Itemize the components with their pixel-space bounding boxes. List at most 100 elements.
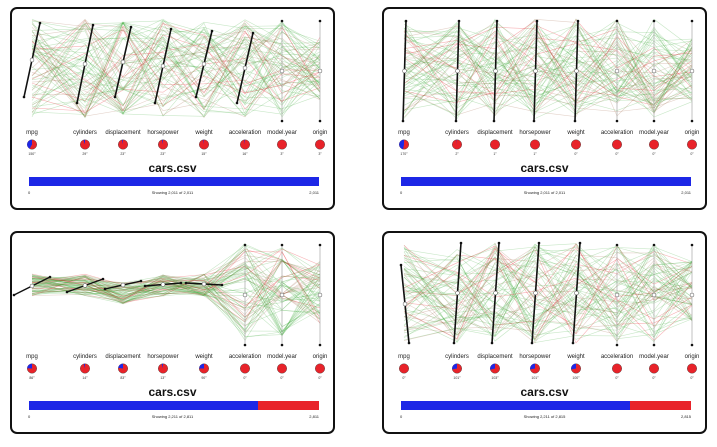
axis-endpoint[interactable] [615, 119, 619, 123]
axis-endpoint[interactable] [652, 19, 656, 23]
parallel-coordinates-plot[interactable] [12, 9, 333, 131]
axis-endpoint[interactable] [490, 341, 494, 345]
pie-model.year[interactable] [277, 363, 288, 374]
axis-endpoint[interactable] [194, 95, 198, 99]
pie-acceleration[interactable] [612, 139, 623, 150]
axis-handle[interactable] [160, 63, 166, 69]
axis-endpoint[interactable] [318, 243, 322, 247]
pie-displacement[interactable] [490, 139, 501, 150]
axis-endpoint[interactable] [280, 243, 284, 247]
axis-endpoint[interactable] [210, 29, 214, 33]
pie-horsepower[interactable] [158, 363, 169, 374]
pie-origin[interactable] [687, 139, 698, 150]
parallel-coordinates-plot[interactable] [12, 233, 333, 355]
axis-handle[interactable] [614, 68, 620, 74]
axis-endpoint[interactable] [576, 19, 580, 23]
axis-endpoint[interactable] [101, 277, 105, 281]
axis-endpoint[interactable] [169, 27, 173, 31]
axis-endpoint[interactable] [243, 343, 247, 347]
axis-handle[interactable] [120, 59, 126, 65]
axis-endpoint[interactable] [22, 95, 26, 99]
pie-horsepower[interactable] [530, 363, 541, 374]
axis-endpoint[interactable] [280, 119, 284, 123]
pie-mpg[interactable] [27, 139, 38, 150]
axis-handle[interactable] [574, 290, 579, 296]
axis-endpoint[interactable] [532, 119, 536, 123]
pie-displacement[interactable] [118, 139, 129, 150]
axis-endpoint[interactable] [690, 119, 694, 123]
axis-endpoint[interactable] [578, 241, 582, 245]
pie-cylinders[interactable] [80, 139, 91, 150]
axis-endpoint[interactable] [452, 341, 456, 345]
axis-endpoint[interactable] [404, 19, 408, 23]
axis-handle[interactable] [455, 68, 460, 74]
axis-endpoint[interactable] [407, 341, 411, 345]
pie-mpg[interactable] [399, 363, 410, 374]
axis-endpoint[interactable] [615, 243, 619, 247]
axis-endpoint[interactable] [139, 279, 143, 283]
axis-handle[interactable] [29, 283, 35, 289]
axis-endpoint[interactable] [492, 119, 496, 123]
axis-endpoint[interactable] [690, 343, 694, 347]
pie-displacement[interactable] [118, 363, 129, 374]
pie-acceleration[interactable] [240, 363, 251, 374]
axis-endpoint[interactable] [179, 281, 183, 285]
axis-endpoint[interactable] [690, 19, 694, 23]
axis-endpoint[interactable] [571, 341, 575, 345]
axis-endpoint[interactable] [318, 343, 322, 347]
axis-endpoint[interactable] [652, 243, 656, 247]
axis-handle[interactable] [82, 61, 88, 67]
pie-horsepower[interactable] [530, 139, 541, 150]
axis-handle[interactable] [317, 68, 323, 74]
axis-handle[interactable] [201, 61, 207, 67]
axis-handle[interactable] [402, 301, 408, 307]
axis-endpoint[interactable] [457, 19, 461, 23]
axis-endpoint[interactable] [537, 241, 541, 245]
axis-endpoint[interactable] [459, 241, 463, 245]
pie-origin[interactable] [687, 363, 698, 374]
axis-endpoint[interactable] [652, 119, 656, 123]
axis-endpoint[interactable] [143, 284, 147, 288]
pie-model.year[interactable] [649, 139, 660, 150]
axis-handle[interactable] [242, 65, 248, 71]
pie-displacement[interactable] [490, 363, 501, 374]
axis-handle[interactable] [82, 283, 88, 288]
axis-endpoint[interactable] [91, 23, 95, 27]
axis-endpoint[interactable] [318, 119, 322, 123]
axis-endpoint[interactable] [184, 281, 188, 285]
axis-endpoint[interactable] [401, 119, 405, 123]
axis-endpoint[interactable] [38, 21, 42, 25]
pie-acceleration[interactable] [240, 139, 251, 150]
axis-endpoint[interactable] [220, 283, 224, 287]
axis-handle[interactable] [574, 68, 579, 74]
axis-endpoint[interactable] [243, 243, 247, 247]
axis-endpoint[interactable] [535, 19, 539, 23]
axis-handle[interactable] [689, 292, 695, 298]
axis-handle[interactable] [533, 290, 538, 296]
axis-handle[interactable] [689, 68, 695, 74]
axis-endpoint[interactable] [280, 343, 284, 347]
axis-endpoint[interactable] [615, 343, 619, 347]
axis-handle[interactable] [533, 68, 538, 74]
axis-handle[interactable] [651, 292, 657, 298]
axis-endpoint[interactable] [129, 25, 133, 29]
axis-endpoint[interactable] [75, 101, 79, 105]
axis-handle[interactable] [493, 290, 498, 296]
pie-weight[interactable] [571, 139, 582, 150]
selection-bar[interactable] [29, 401, 319, 410]
pie-origin[interactable] [315, 139, 326, 150]
pie-acceleration[interactable] [612, 363, 623, 374]
pie-origin[interactable] [315, 363, 326, 374]
pie-weight[interactable] [571, 363, 582, 374]
axis-endpoint[interactable] [573, 119, 577, 123]
axis-endpoint[interactable] [454, 119, 458, 123]
axis-handle[interactable] [29, 57, 35, 63]
axis-handle[interactable] [201, 281, 207, 287]
axis-endpoint[interactable] [65, 290, 69, 294]
parallel-coordinates-plot[interactable] [384, 233, 705, 355]
pie-weight[interactable] [199, 363, 210, 374]
axis-endpoint[interactable] [615, 19, 619, 23]
axis-endpoint[interactable] [497, 241, 501, 245]
selection-bar[interactable] [401, 401, 691, 410]
axis-endpoint[interactable] [235, 101, 239, 105]
